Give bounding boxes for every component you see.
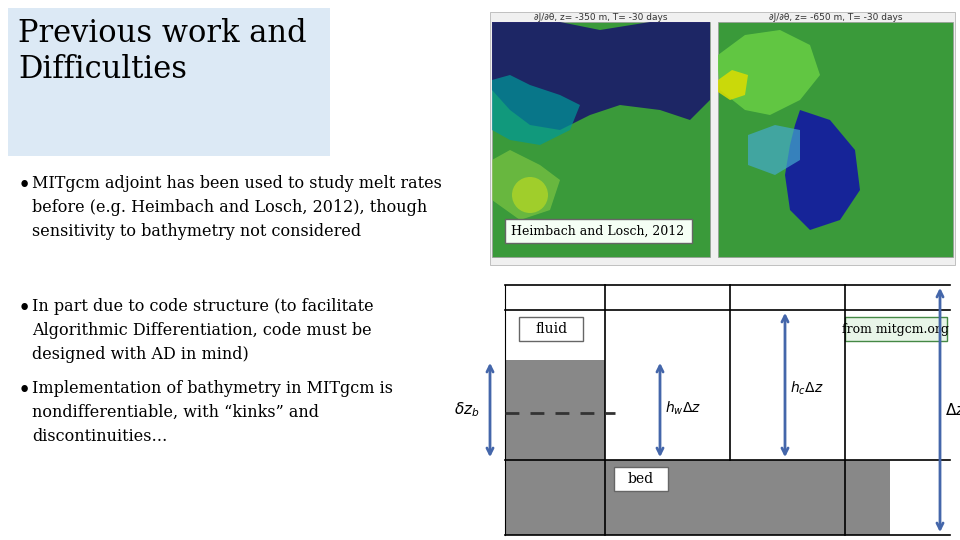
Text: •: • xyxy=(18,380,32,402)
Text: Heimbach and Losch, 2012: Heimbach and Losch, 2012 xyxy=(512,225,684,238)
Circle shape xyxy=(512,177,548,213)
Bar xyxy=(605,460,890,535)
Polygon shape xyxy=(492,22,710,130)
Text: MITgcm adjoint has been used to study melt rates
before (e.g. Heimbach and Losch: MITgcm adjoint has been used to study me… xyxy=(32,175,442,240)
Text: Previous work and
Difficulties: Previous work and Difficulties xyxy=(18,18,306,85)
Text: bed: bed xyxy=(628,472,654,486)
Text: $h_w\Delta z$: $h_w\Delta z$ xyxy=(665,399,701,417)
Text: •: • xyxy=(18,175,32,197)
Polygon shape xyxy=(785,110,860,230)
Text: •: • xyxy=(18,298,32,320)
Text: ∂J/∂θ, z= -650 m, T= -30 days: ∂J/∂θ, z= -650 m, T= -30 days xyxy=(769,13,902,22)
Polygon shape xyxy=(492,150,560,220)
FancyBboxPatch shape xyxy=(505,219,692,243)
Text: $h_c\Delta z$: $h_c\Delta z$ xyxy=(790,379,824,397)
Bar xyxy=(8,8,330,156)
Text: $\Delta z$: $\Delta z$ xyxy=(945,402,960,418)
Polygon shape xyxy=(492,75,580,145)
Bar xyxy=(490,12,955,265)
FancyBboxPatch shape xyxy=(519,317,583,341)
Bar xyxy=(718,22,953,257)
FancyBboxPatch shape xyxy=(845,317,947,341)
Bar xyxy=(505,360,605,535)
Text: In part due to code structure (to facilitate
Algorithmic Differentiation, code m: In part due to code structure (to facili… xyxy=(32,298,373,363)
Text: from mitgcm.org: from mitgcm.org xyxy=(843,322,949,335)
Bar xyxy=(492,22,710,257)
Text: $\delta z_b$: $\delta z_b$ xyxy=(454,401,480,420)
Text: fluid: fluid xyxy=(535,322,567,336)
Polygon shape xyxy=(718,70,748,100)
Polygon shape xyxy=(718,30,820,115)
Text: ∂J/∂θ, z= -350 m, T= -30 days: ∂J/∂θ, z= -350 m, T= -30 days xyxy=(535,13,668,22)
Polygon shape xyxy=(748,125,800,175)
FancyBboxPatch shape xyxy=(614,467,668,491)
Text: Implementation of bathymetry in MITgcm is
nondifferentiable, with “kinks” and
di: Implementation of bathymetry in MITgcm i… xyxy=(32,380,393,446)
